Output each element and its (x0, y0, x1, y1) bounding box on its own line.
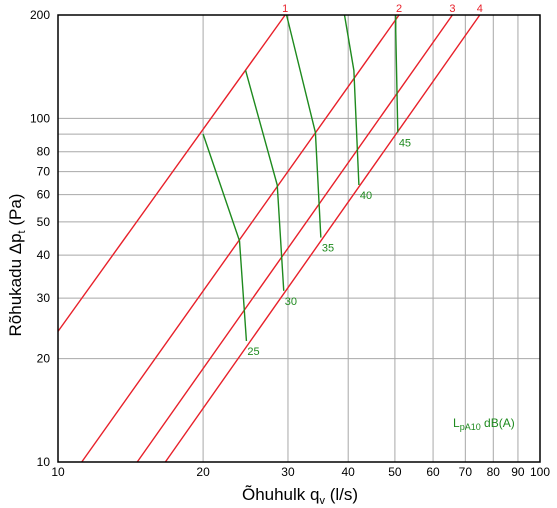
sound-level-annotation: LpA10 dB(A) (453, 416, 515, 432)
red-line-1 (57, 14, 286, 332)
y-tick-label: 100 (30, 111, 50, 125)
x-tick-label: 10 (51, 465, 65, 479)
x-tick-label: 100 (530, 465, 550, 479)
x-tick-label: 50 (388, 465, 402, 479)
red-line-2 (81, 14, 400, 463)
red-line-label: 2 (396, 3, 402, 15)
green-curve-label: 40 (360, 190, 372, 202)
y-tick-label: 40 (37, 248, 51, 262)
red-line-4 (164, 14, 481, 463)
y-tick-label: 20 (37, 352, 51, 366)
green-curve-30 (244, 70, 285, 291)
green-curve-label: 35 (322, 243, 334, 255)
x-tick-label: 20 (196, 465, 210, 479)
y-tick-label: 200 (30, 8, 50, 22)
red-line-label: 1 (282, 3, 288, 15)
green-curve-45 (395, 15, 399, 133)
series-layer (57, 14, 481, 463)
series-labels: 1 2 3 4 25 30 35 40 45 (247, 3, 482, 358)
y-tick-label: 60 (37, 188, 51, 202)
x-tick-label: 30 (281, 465, 295, 479)
tick-labels: 10 20 30 40 50 60 70 80 90 100 10 20 30 40 50 60 70 80 100… (30, 8, 550, 479)
y-tick-label: 70 (37, 165, 51, 179)
green-curve-label: 45 (399, 137, 411, 149)
x-tick-label: 60 (426, 465, 440, 479)
x-tick-label: 80 (487, 465, 501, 479)
grid (57, 14, 541, 463)
x-tick-label: 40 (342, 465, 356, 479)
plot-frame (57, 14, 541, 463)
green-curve-label: 30 (285, 296, 297, 308)
green-curve-40 (343, 14, 360, 186)
green-curve-35 (285, 14, 322, 238)
green-curve-25 (202, 133, 248, 342)
y-tick-label: 80 (37, 145, 51, 159)
y-tick-label: 50 (37, 215, 51, 229)
green-curve-label: 25 (247, 346, 259, 358)
y-tick-label: 30 (37, 291, 51, 305)
red-line-3 (136, 14, 453, 463)
x-tick-label: 70 (459, 465, 473, 479)
x-axis-title: Õhuhulk qv (l/s) (242, 485, 358, 507)
y-axis-title: Rõhukadu Δpt (Pa) (6, 194, 28, 337)
y-tick-label: 10 (37, 455, 51, 469)
red-line-label: 4 (477, 3, 483, 15)
x-tick-label: 90 (511, 465, 525, 479)
red-line-label: 3 (449, 3, 455, 15)
